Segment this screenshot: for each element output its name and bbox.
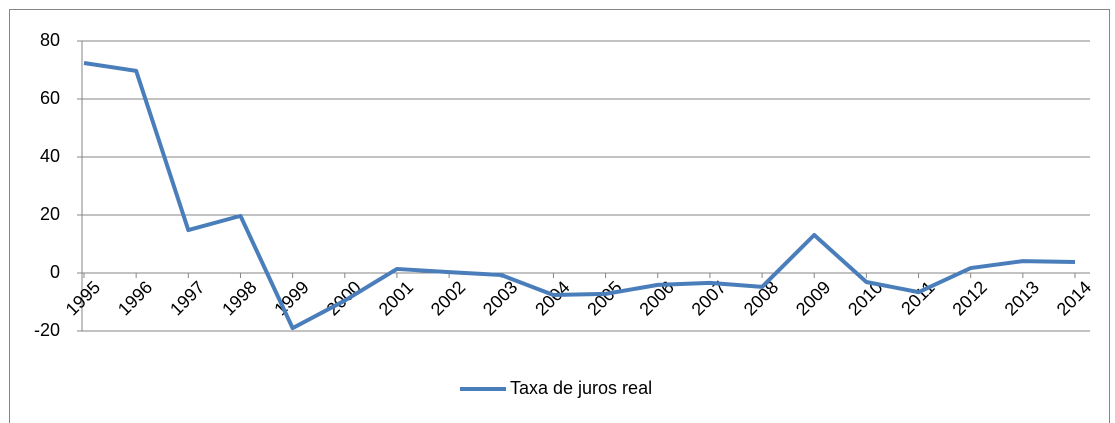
y-tick-label: 20 [40,204,60,224]
y-tick-label: 80 [40,30,60,50]
series-line [83,61,1076,331]
y-tick-label: 40 [40,146,60,166]
y-tick-label: 60 [40,88,60,108]
y-tick-label: -20 [34,320,60,340]
y-tick-label: 0 [50,262,60,282]
chart-border [9,9,1110,423]
legend-label: Taxa de juros real [510,378,652,398]
